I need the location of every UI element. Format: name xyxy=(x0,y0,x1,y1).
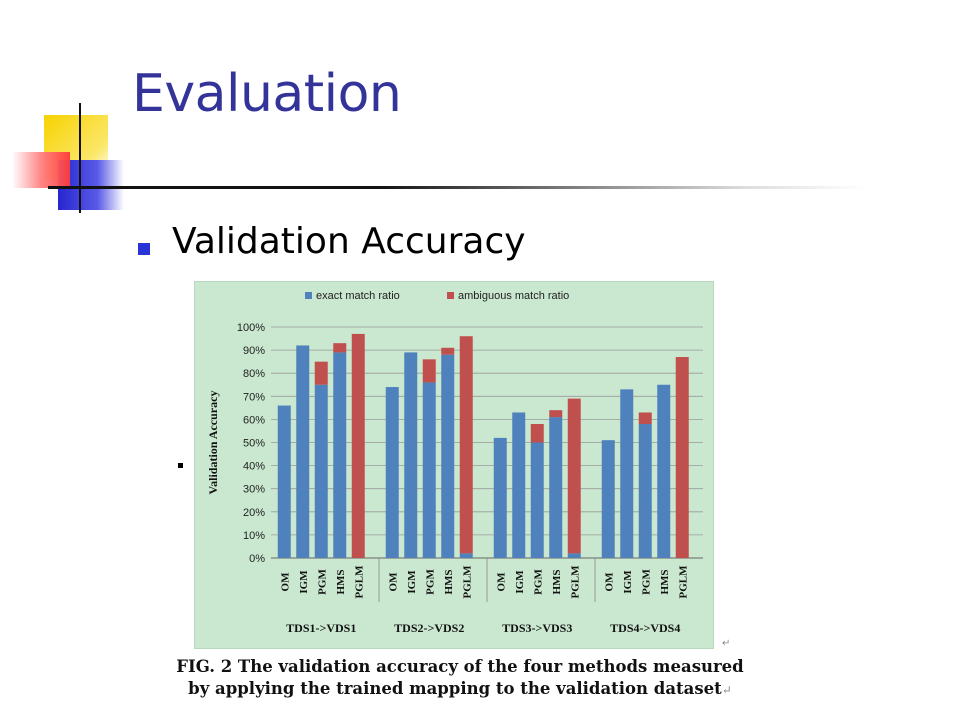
bar-ambiguous xyxy=(549,410,563,418)
accuracy-chart: 0% 10% 20% 30% 40% 50% 60% 70% 80% 90% 100% Validat… xyxy=(194,281,714,649)
bar-exact xyxy=(296,345,310,558)
bar-ambiguous xyxy=(333,343,347,353)
bar-ambiguous xyxy=(459,336,473,554)
category-label: HMS xyxy=(659,569,671,594)
y-tick-label: 70% xyxy=(243,391,265,403)
bar-ambiguous xyxy=(314,361,328,385)
bar-exact xyxy=(385,387,399,558)
bar-ambiguous xyxy=(422,359,436,383)
category-label: HMS xyxy=(335,569,347,594)
title-divider xyxy=(48,186,868,189)
group-label: TDS2->VDS2 xyxy=(394,621,464,635)
category-label: IGM xyxy=(298,570,310,594)
bar-ambiguous xyxy=(530,424,544,443)
category-label: OM xyxy=(603,572,615,592)
y-tick-label: 60% xyxy=(243,414,265,426)
bar-ambiguous xyxy=(567,398,581,554)
category-label: PGLM xyxy=(569,565,581,599)
bar-ambiguous xyxy=(441,347,455,355)
y-tick-label: 30% xyxy=(243,484,265,496)
y-tick-label: 100% xyxy=(237,322,265,334)
legend-swatch xyxy=(305,292,312,299)
bar-exact xyxy=(422,382,436,558)
bar-exact xyxy=(567,553,581,558)
category-label: HMS xyxy=(551,569,563,594)
category-label: HMS xyxy=(443,569,455,594)
bar-ambiguous xyxy=(351,333,365,558)
bullet-square-icon xyxy=(138,243,150,255)
bar-exact xyxy=(493,437,507,558)
category-label: IGM xyxy=(622,570,634,594)
bar-exact xyxy=(404,352,418,558)
category-label: PGM xyxy=(532,569,544,595)
caption-line-2-text: by applying the trained mapping to the v… xyxy=(188,679,722,698)
group-label: TDS3->VDS3 xyxy=(502,621,572,635)
y-axis-label: Validation Accuracy xyxy=(206,391,220,495)
legend-label: exact match ratio xyxy=(316,290,400,302)
caption-line-2: by applying the trained mapping to the v… xyxy=(170,678,750,701)
caption-line-1: FIG. 2 The validation accuracy of the fo… xyxy=(176,657,744,676)
bar-exact xyxy=(620,389,634,558)
category-label: PGM xyxy=(316,569,328,595)
slide-title: Evaluation xyxy=(132,64,402,124)
category-label: PGLM xyxy=(677,565,689,599)
logo-vertical-line xyxy=(79,103,81,213)
logo-red-square xyxy=(12,152,70,188)
y-tick-label: 80% xyxy=(243,368,265,380)
category-label: OM xyxy=(387,572,399,592)
bar-exact xyxy=(549,417,563,558)
y-tick-label: 50% xyxy=(243,438,265,450)
y-tick-label: 20% xyxy=(243,507,265,519)
legend-swatch xyxy=(447,292,454,299)
y-tick-label: 0% xyxy=(249,553,265,565)
bar-exact xyxy=(314,384,328,558)
category-label: PGM xyxy=(640,569,652,595)
y-tick-label: 90% xyxy=(243,345,265,357)
category-label: PGM xyxy=(424,569,436,595)
bar-exact xyxy=(601,440,615,558)
accuracy-chart-svg: 0% 10% 20% 30% 40% 50% 60% 70% 80% 90% 100% Validat… xyxy=(206,290,703,635)
bar-exact xyxy=(277,405,291,558)
edge-return-mark: ↵ xyxy=(722,638,731,649)
caption-return-mark: ↵ xyxy=(721,683,732,697)
figure-caption: FIG. 2 The validation accuracy of the fo… xyxy=(170,656,750,701)
y-tick-label: 10% xyxy=(243,530,265,542)
bar-ambiguous xyxy=(638,412,652,425)
category-label: OM xyxy=(279,572,291,592)
bar-exact xyxy=(657,384,671,558)
category-label: PGLM xyxy=(461,565,473,599)
y-tick-label: 40% xyxy=(243,461,265,473)
category-label: IGM xyxy=(406,570,418,594)
bar-exact xyxy=(530,442,544,558)
bar-exact xyxy=(638,424,652,558)
bar-ambiguous xyxy=(675,357,689,558)
group-label: TDS4->VDS4 xyxy=(610,621,680,635)
bar-exact xyxy=(333,352,347,558)
group-label: TDS1->VDS1 xyxy=(286,621,356,635)
bar-exact xyxy=(512,412,526,558)
bar-exact xyxy=(459,553,473,558)
legend-label: ambiguous match ratio xyxy=(458,290,569,302)
sub-bullet-icon xyxy=(178,463,183,468)
category-label: IGM xyxy=(514,570,526,594)
category-label: OM xyxy=(495,572,507,592)
category-label: PGLM xyxy=(353,565,365,599)
bullet-validation-accuracy: Validation Accuracy xyxy=(172,221,526,262)
bar-exact xyxy=(441,354,455,558)
